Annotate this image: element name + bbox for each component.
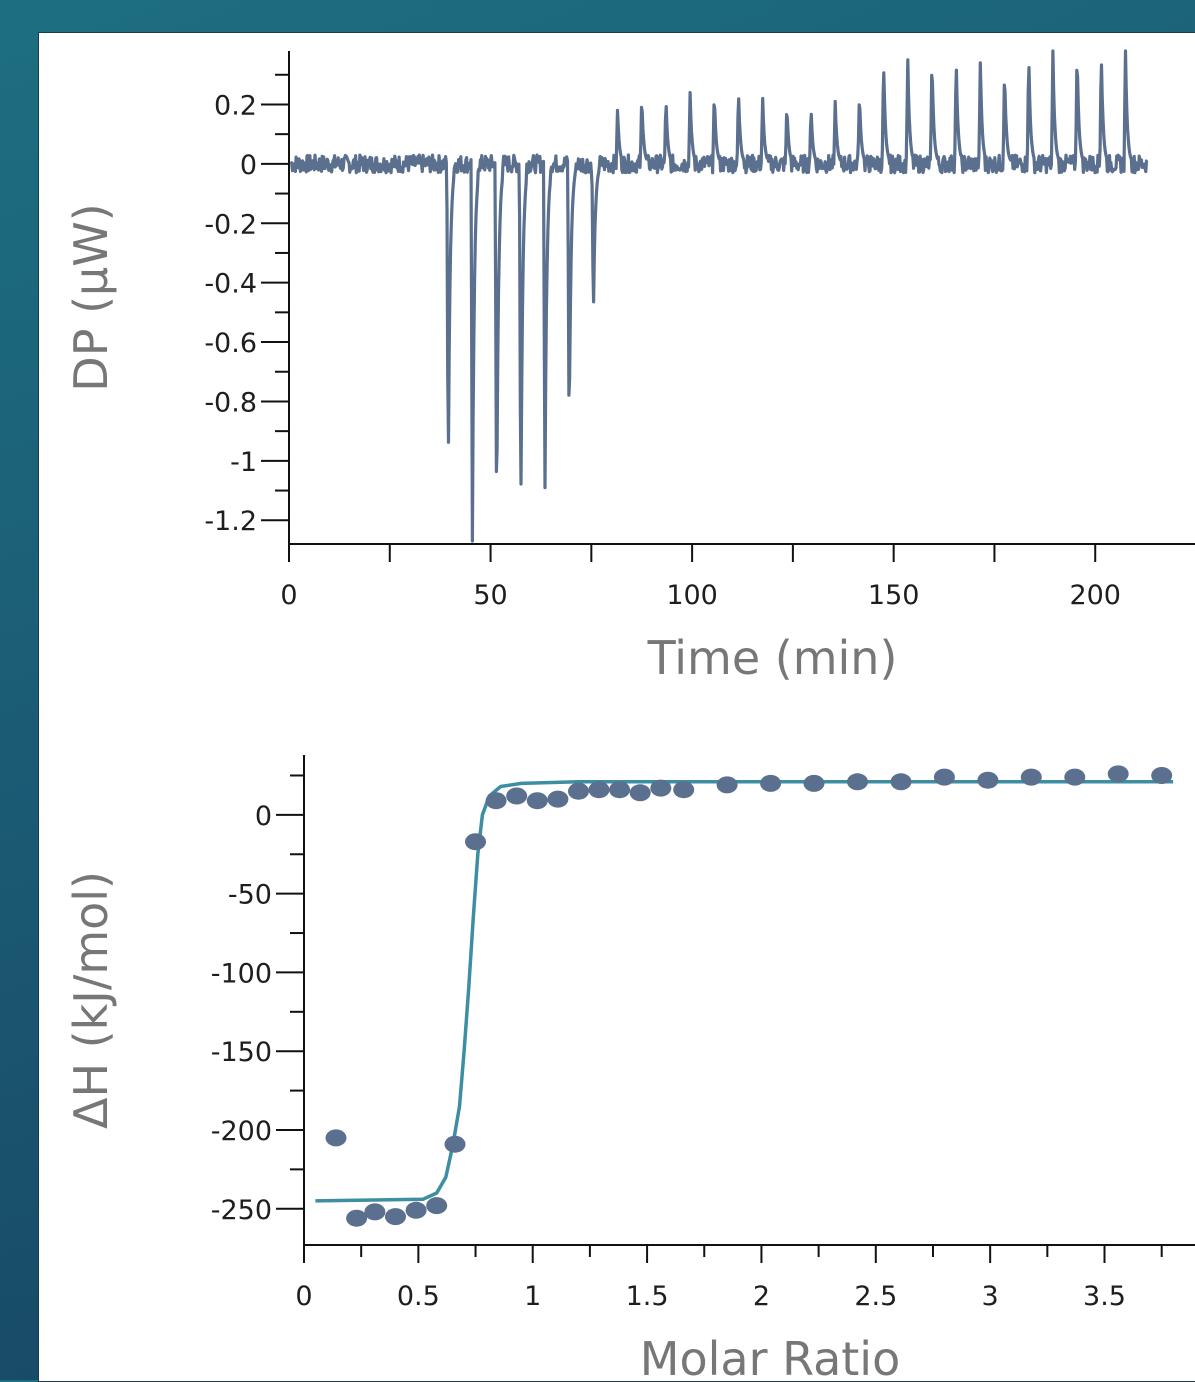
data-point xyxy=(609,781,631,799)
x-tick-label: 1.5 xyxy=(626,1281,669,1312)
data-point xyxy=(568,782,589,800)
y-tick-label: -100 xyxy=(211,958,272,989)
data-point xyxy=(847,773,868,791)
data-point xyxy=(803,774,825,792)
x-tick-label: 1 xyxy=(524,1281,541,1312)
data-point xyxy=(346,1209,368,1227)
data-point xyxy=(325,1129,347,1147)
data-point xyxy=(385,1208,406,1226)
data-point xyxy=(650,779,672,797)
y-tick-label: 0.2 xyxy=(214,90,257,121)
enthalpy-molar-ratio-chart: 0 -50 -100 -150 -200 -250 0 0.5 1 1.5 2 2.5 3 3.5 Mola… xyxy=(64,755,1195,1381)
data-point xyxy=(629,784,651,802)
data-point xyxy=(1107,765,1129,783)
y-tick-label: -1 xyxy=(230,447,257,478)
dp-trace-line xyxy=(289,49,1149,543)
data-point xyxy=(444,1135,466,1153)
data-point xyxy=(933,768,955,786)
y-tick-label: -0.4 xyxy=(204,269,257,300)
data-point xyxy=(890,773,912,791)
y-tick-label: -50 xyxy=(228,880,272,911)
fit-curve-line xyxy=(315,780,1174,1203)
y-axis-title: ΔH (kJ/mol) xyxy=(64,871,118,1129)
data-point xyxy=(364,1203,386,1221)
data-point xyxy=(465,833,486,851)
data-point xyxy=(716,776,738,794)
x-tick-label: 50 xyxy=(473,580,507,611)
x-tick-label: 200 xyxy=(1069,580,1121,611)
y-tick-label: -1.2 xyxy=(204,506,257,537)
data-point xyxy=(526,792,548,810)
x-tick-label: 150 xyxy=(868,580,920,611)
x-tick-label: 0 xyxy=(295,1281,312,1312)
data-point xyxy=(1064,768,1086,786)
data-point xyxy=(977,771,999,789)
x-axis-title: Molar Ratio xyxy=(640,1332,900,1381)
itc-charts: 0.20-0.2-0.4-0.6-0.8-1-1.20 50 100 150 200Ti… xyxy=(64,49,1195,1381)
data-point xyxy=(760,774,782,792)
x-tick-label: 3.5 xyxy=(1083,1281,1126,1312)
x-axis-title: Time (min) xyxy=(647,631,898,685)
x-tick-label: 3 xyxy=(982,1281,999,1312)
x-tick-label: 0.5 xyxy=(397,1281,440,1312)
data-point xyxy=(426,1197,448,1215)
y-tick-label: 0 xyxy=(255,801,272,832)
y-tick-label: -250 xyxy=(211,1195,272,1226)
y-tick-label: 0 xyxy=(240,150,257,181)
y-tick-label: -0.2 xyxy=(204,209,257,240)
data-point xyxy=(1020,768,1042,786)
x-tick-label: 0 xyxy=(280,580,297,611)
data-point xyxy=(547,790,569,808)
x-tick-label: 2.5 xyxy=(854,1281,897,1312)
y-tick-label: -0.8 xyxy=(204,387,257,418)
dp-time-chart: 0.2 0 -0.2 -0.4 -0.6 -0.8 -1 -1.2 0 50 100 150 200 Ti… xyxy=(64,49,1195,685)
data-point xyxy=(405,1201,427,1219)
y-tick-label: -200 xyxy=(211,1116,272,1147)
y-tick-label: -0.6 xyxy=(204,328,257,359)
y-axis-title: DP (µW) xyxy=(64,203,118,391)
data-point xyxy=(588,781,610,799)
data-point xyxy=(1151,767,1173,784)
data-point xyxy=(506,787,528,805)
x-tick-label: 100 xyxy=(666,580,718,611)
data-point xyxy=(485,792,507,810)
data-point xyxy=(673,781,695,799)
x-tick-label: 2 xyxy=(753,1281,770,1312)
y-tick-label: -150 xyxy=(211,1037,272,1068)
chart-panel: 0.2 0 -0.2 -0.4 -0.6 -0.8 -1 -1.2 0 50 100 150 200 Ti… xyxy=(38,32,1195,1382)
